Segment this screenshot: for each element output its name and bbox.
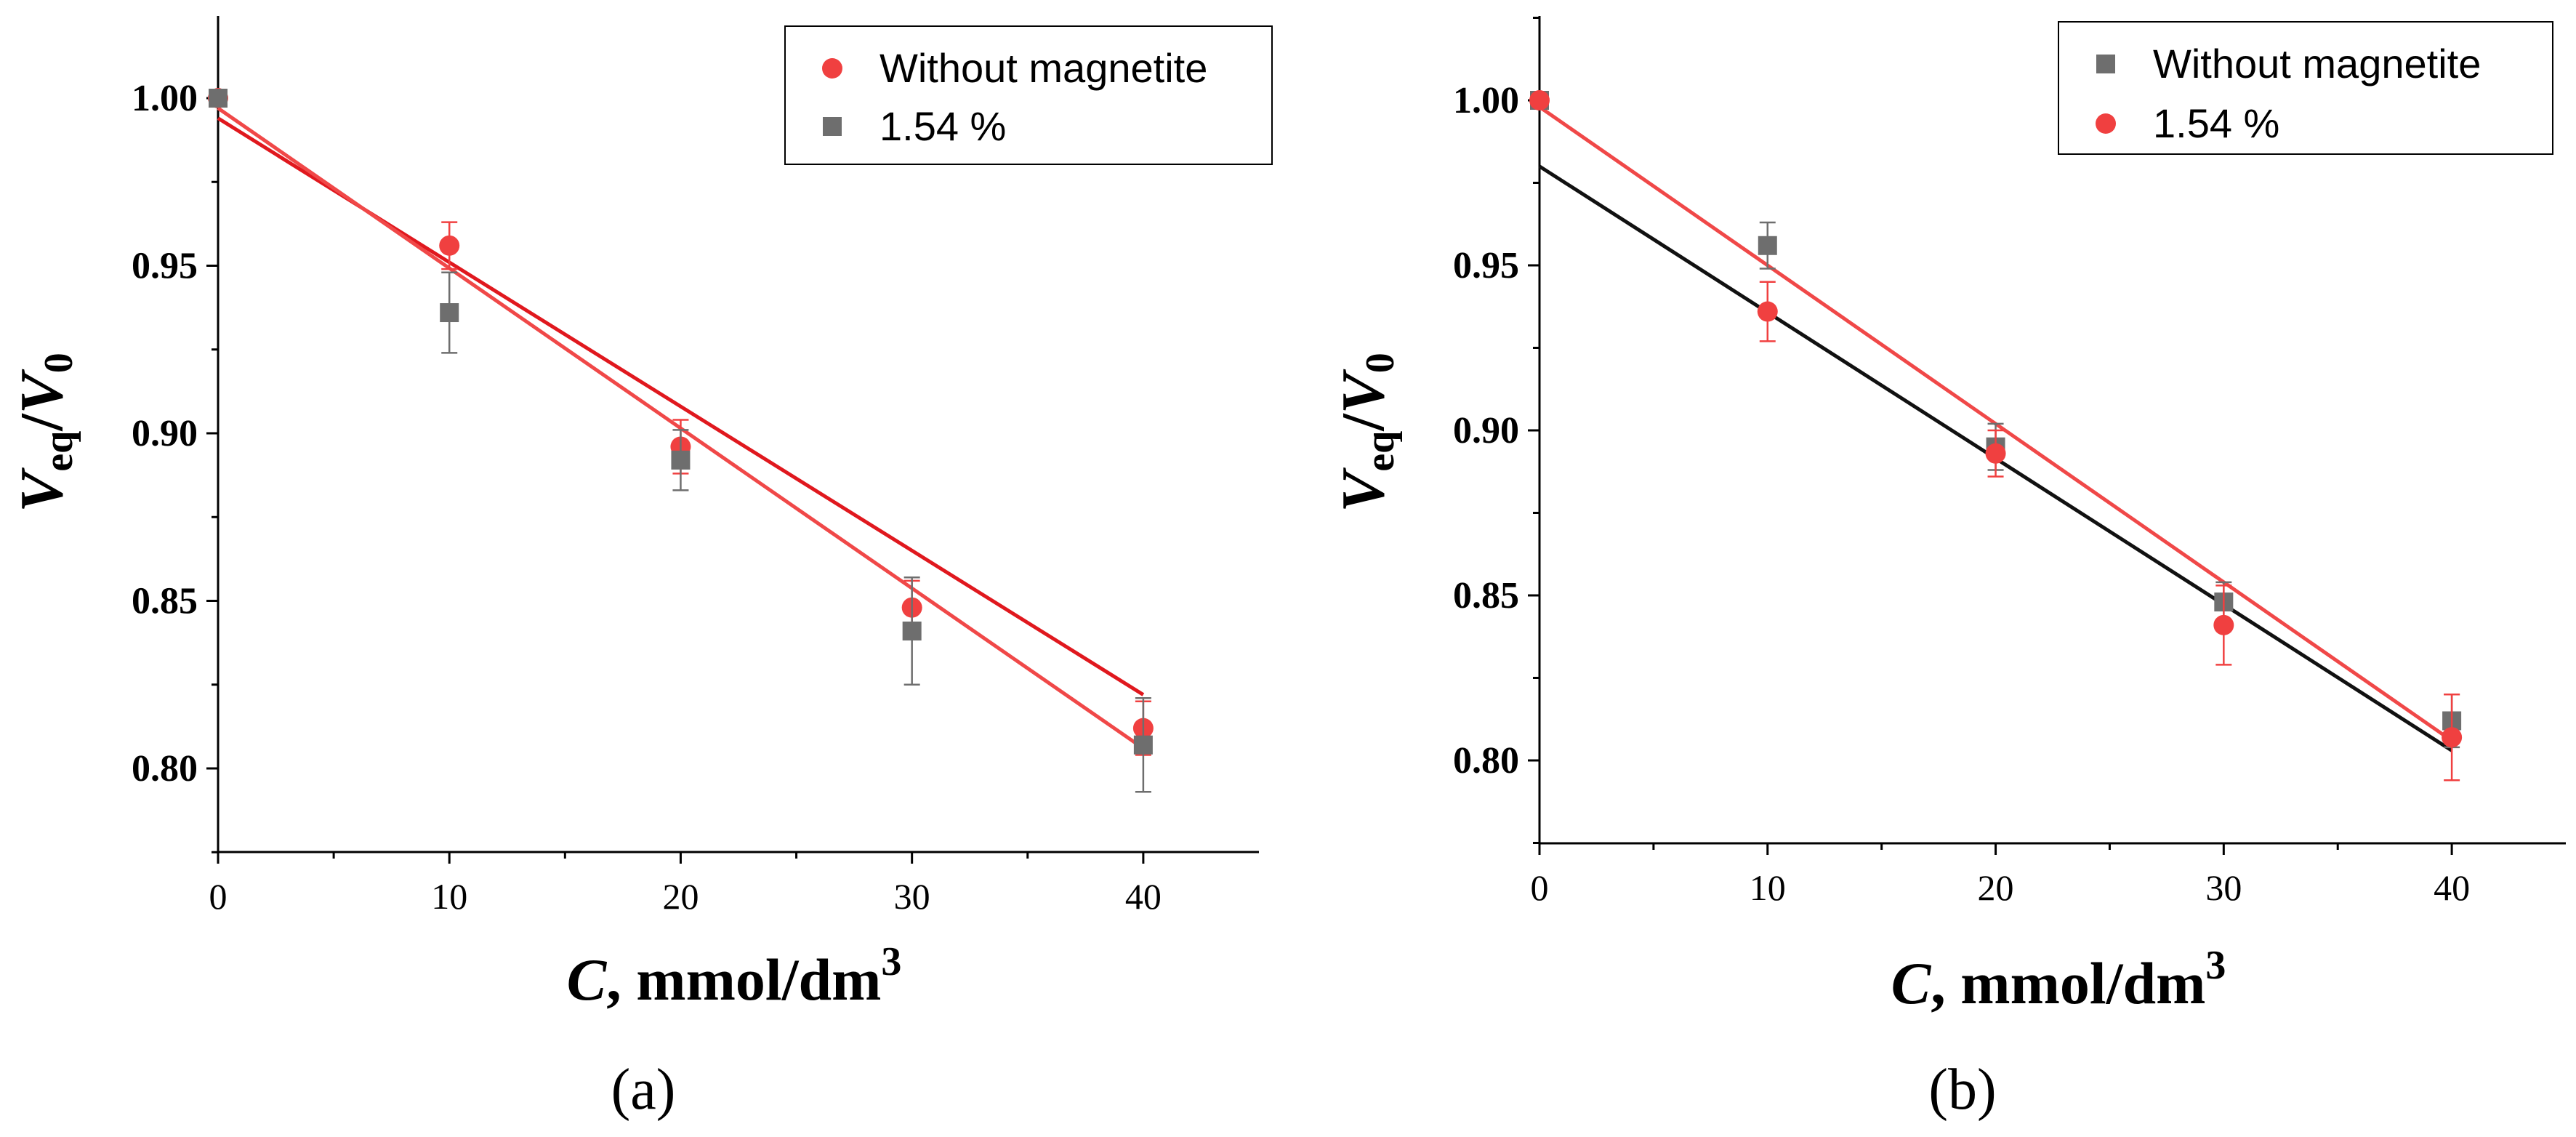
legend-marker-circle bbox=[822, 58, 842, 79]
data-point-square bbox=[1758, 236, 1777, 255]
y-tick-label: 0.90 bbox=[132, 413, 198, 454]
y-axis-label: Veq/V0 bbox=[8, 353, 81, 512]
panel-label: (b) bbox=[1928, 1058, 1996, 1122]
y-axis-label-sub2: 0 bbox=[36, 353, 81, 373]
x-tick-label: 30 bbox=[894, 876, 930, 917]
y-tick-label: 0.90 bbox=[1453, 410, 1519, 451]
y-axis-label-var2: V bbox=[1329, 369, 1397, 414]
y-tick-label: 0.85 bbox=[132, 581, 198, 622]
y-tick-label: 0.95 bbox=[132, 246, 198, 287]
legend-box bbox=[784, 25, 1273, 165]
y-tick-label: 1.00 bbox=[1453, 80, 1519, 121]
data-point-square bbox=[671, 450, 691, 470]
x-tick-label: 20 bbox=[1978, 867, 2014, 908]
data-point-circle bbox=[2213, 614, 2234, 635]
x-axis-label-sup: 3 bbox=[2205, 943, 2226, 988]
x-tick-label: 40 bbox=[2434, 867, 2470, 908]
y-axis-label: Veq/V0 bbox=[1329, 353, 1403, 512]
y-tick-label: 0.95 bbox=[1453, 245, 1519, 286]
y-axis-label-var2: V bbox=[8, 369, 76, 414]
data-point-circle bbox=[439, 235, 460, 256]
x-axis-label-unit: , mmol/dm bbox=[606, 947, 881, 1013]
x-axis-label-var: C bbox=[567, 947, 608, 1013]
data-point-square bbox=[902, 621, 922, 640]
data-point-circle bbox=[1529, 90, 1550, 111]
y-axis-label-sub: eq bbox=[36, 431, 81, 472]
y-tick-label: 0.80 bbox=[132, 748, 198, 790]
x-tick-label: 20 bbox=[662, 876, 699, 917]
y-tick-label: 0.80 bbox=[1453, 740, 1519, 782]
x-tick-label: 0 bbox=[1531, 867, 1549, 908]
y-axis-label-sep: / bbox=[1329, 413, 1397, 432]
legend-box bbox=[2058, 21, 2553, 155]
x-axis-label-unit: , mmol/dm bbox=[1931, 950, 2205, 1016]
x-axis-label-sup: 3 bbox=[881, 939, 901, 984]
legend-label: 1.54 % bbox=[880, 103, 1006, 149]
y-axis-label-sub: eq bbox=[1358, 431, 1403, 472]
data-point-square bbox=[1133, 735, 1153, 755]
x-axis-label: C, mmol/dm3 bbox=[567, 939, 902, 1013]
x-tick-label: 10 bbox=[1750, 867, 1786, 908]
data-point-square bbox=[440, 303, 459, 323]
x-tick-label: 40 bbox=[1125, 876, 1162, 917]
y-axis-label-sub2: 0 bbox=[1358, 353, 1403, 373]
y-axis-label-sep: / bbox=[8, 413, 76, 432]
x-axis-label-var: C bbox=[1891, 950, 1932, 1016]
x-tick-label: 10 bbox=[431, 876, 467, 917]
legend-marker-square bbox=[823, 117, 842, 136]
x-axis-label: C, mmol/dm3 bbox=[1891, 943, 2226, 1016]
legend-label: 1.54 % bbox=[2153, 100, 2279, 146]
y-axis-label-var: V bbox=[1329, 467, 1397, 513]
legend-label: Without magnetite bbox=[880, 45, 1207, 91]
legend-marker-square bbox=[2096, 55, 2115, 73]
y-axis-label-var: V bbox=[8, 467, 76, 513]
y-tick-label: 1.00 bbox=[132, 78, 198, 119]
data-point-circle bbox=[1985, 443, 2006, 464]
data-point-square bbox=[209, 89, 228, 108]
data-point-circle bbox=[2442, 727, 2463, 748]
x-tick-label: 0 bbox=[209, 876, 228, 917]
data-point-circle bbox=[1757, 301, 1778, 322]
y-tick-label: 0.85 bbox=[1453, 575, 1519, 616]
legend-marker-circle bbox=[2096, 113, 2116, 134]
panel-label: (a) bbox=[611, 1058, 676, 1122]
x-tick-label: 30 bbox=[2205, 867, 2242, 908]
legend-label: Without magnetite bbox=[2153, 41, 2481, 87]
